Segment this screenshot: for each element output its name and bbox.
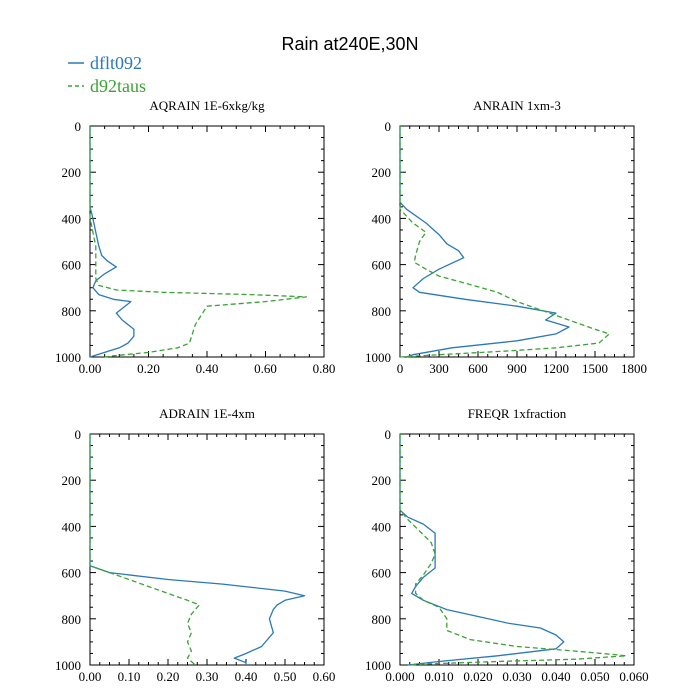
x-tick-label: 0 [397,361,404,376]
y-tick-label: 200 [62,473,82,488]
x-tick-label: 0.80 [313,361,336,376]
y-tick-label: 200 [372,473,392,488]
x-tick-label: 0.40 [235,669,258,684]
legend-item-dflt092: dflt092 [68,53,142,73]
panel-title: AQRAIN 1E-6xkg/kg [149,98,265,113]
x-tick-label: 0.00 [79,361,102,376]
y-tick-label: 1000 [365,658,391,673]
y-tick-label: 600 [372,258,392,273]
y-tick-label: 800 [372,304,392,319]
panel-title: ADRAIN 1E-4xm [159,406,255,421]
x-tick-label: 0.60 [254,361,277,376]
x-tick-label: 600 [468,361,488,376]
y-tick-label: 400 [372,519,392,534]
figure-title: Rain at240E,30N [281,34,418,54]
x-tick-label: 0.060 [619,669,648,684]
legend: dflt092 d92taus [68,53,146,96]
y-tick-label: 1000 [55,350,81,365]
y-tick-label: 400 [62,519,82,534]
plot-frame [89,433,325,666]
legend-item-d92taus: d92taus [68,76,146,96]
x-tick-label: 0.10 [118,669,141,684]
panel-4: FREQR 1xfraction 0.000 0.010 0.020 0.030 0.04… [365,406,649,684]
x-tick-label: 1500 [582,361,608,376]
x-tick-label: 0.020 [463,669,492,684]
y-tick-label: 200 [62,165,82,180]
x-tick-label: 0.50 [274,669,297,684]
x-tick-label: 0.40 [196,361,219,376]
x-tick-label: 1200 [543,361,569,376]
series-line-d92taus [89,126,308,358]
y-tick-label: 1000 [365,350,391,365]
y-tick-label: 600 [62,566,82,581]
y-tick-label: 0 [385,119,392,134]
panel-3: ADRAIN 1E-4xm 0.00 0.10 0.20 0.30 0.40 0.50 0.6… [55,406,335,684]
x-tick-label: 0.20 [137,361,160,376]
y-tick-label: 0 [75,119,82,134]
x-tick-label: 0.30 [196,669,219,684]
x-tick-label: 0.050 [580,669,609,684]
y-tick-label: 400 [372,211,392,226]
y-tick-label: 600 [62,258,82,273]
y-tick-label: 0 [385,427,392,442]
series-line-d92taus [89,434,200,666]
y-tick-label: 800 [372,612,392,627]
x-tick-label: 0.000 [385,669,414,684]
x-tick-label: 0.030 [502,669,531,684]
x-tick-label: 0.040 [541,669,570,684]
series-line-d92taus [399,434,627,666]
y-tick-label: 800 [62,304,82,319]
panel-title: ANRAIN 1xm-3 [473,98,561,113]
series-line-dflt092 [89,126,135,358]
y-tick-label: 1000 [55,658,81,673]
x-tick-label: 300 [429,361,449,376]
y-tick-label: 800 [62,612,82,627]
panel-1: AQRAIN 1E-6xkg/kg 0.00 0.20 0.40 0.60 0.80 0 20… [55,98,335,376]
series-line-d92taus [399,126,610,358]
panel-2: ANRAIN 1xm-3 0 300 600 900 1200 1500 1800 0 200 40… [365,98,647,376]
x-tick-label: 900 [507,361,527,376]
panels: AQRAIN 1E-6xkg/kg 0.00 0.20 0.40 0.60 0.80 0 20… [55,98,649,684]
panel-title: FREQR 1xfraction [468,406,567,421]
plot-frame [399,125,635,358]
y-tick-label: 400 [62,211,82,226]
y-tick-label: 200 [372,165,392,180]
x-tick-label: 0.010 [424,669,453,684]
legend-label-dflt092: dflt092 [90,53,142,73]
y-tick-label: 0 [75,427,82,442]
series-line-dflt092 [399,434,565,666]
x-tick-label: 1800 [621,361,647,376]
x-tick-label: 0.60 [313,669,336,684]
x-tick-label: 0.00 [79,669,102,684]
legend-label-d92taus: d92taus [90,76,146,96]
series-line-dflt092 [89,434,306,665]
series-line-dflt092 [399,126,570,358]
x-tick-label: 0.20 [157,669,180,684]
y-tick-label: 600 [372,566,392,581]
